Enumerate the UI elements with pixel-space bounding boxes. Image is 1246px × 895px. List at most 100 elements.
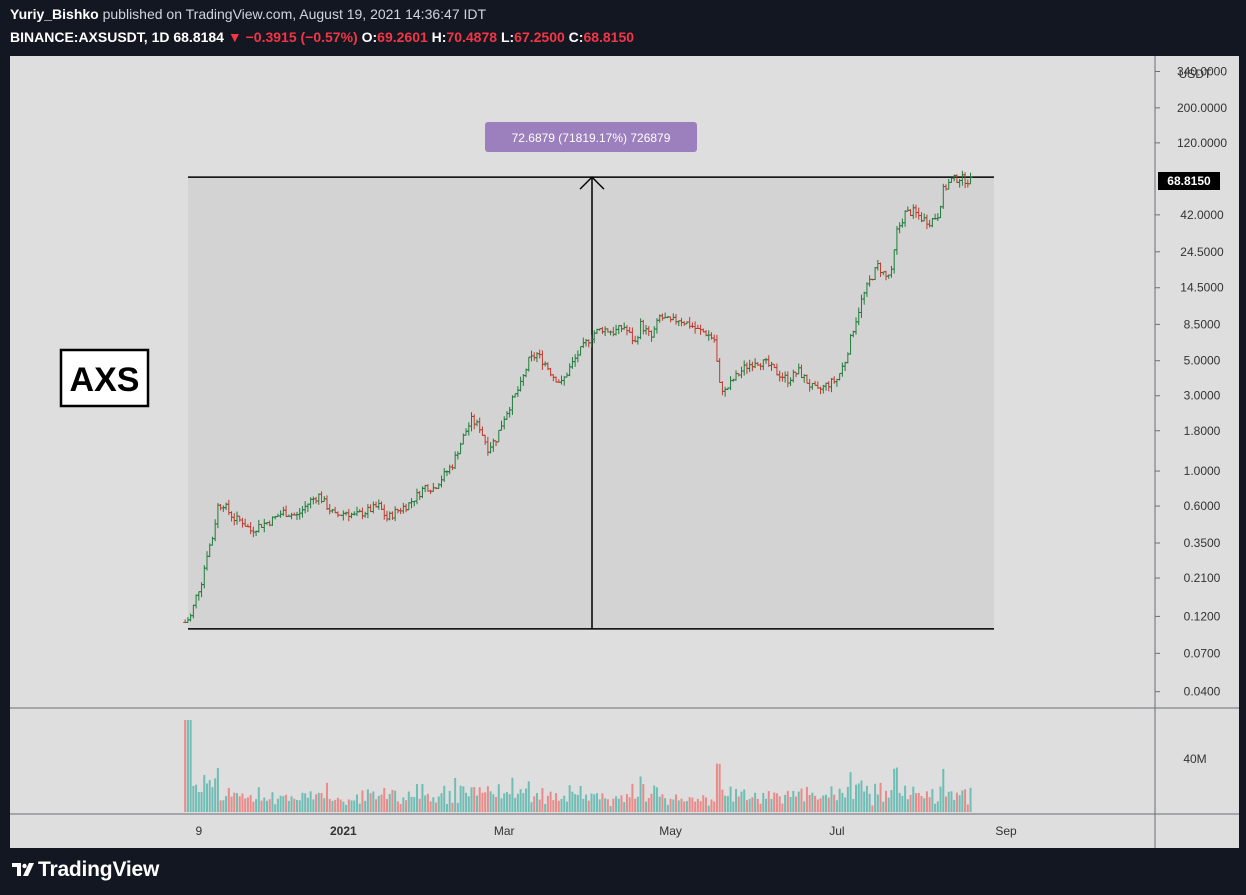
price-tick-label: 120.0000 [1177, 136, 1227, 150]
volume-bar [279, 795, 282, 812]
volume-bar [336, 797, 339, 812]
price-tick-label: 14.5000 [1180, 281, 1224, 295]
axs-annotation-box [59, 348, 150, 408]
volume-bar [230, 796, 233, 812]
volume-bar [467, 796, 470, 812]
volume-bar [197, 792, 200, 812]
volume-bar [950, 791, 953, 812]
time-tick-label: May [659, 824, 682, 838]
volume-bar [405, 800, 408, 812]
volume-bar [634, 798, 637, 812]
volume-bar [849, 772, 852, 812]
volume-bar [533, 796, 536, 812]
close-value: 68.8150 [583, 29, 635, 45]
close-label: C: [568, 29, 584, 45]
volume-bar [263, 797, 266, 812]
volume-bar [609, 805, 612, 812]
volume-bar [432, 797, 435, 812]
volume-tick: 40M [1183, 752, 1206, 766]
volume-bar [762, 792, 765, 812]
volume-bar [402, 797, 405, 812]
volume-bar [287, 800, 290, 812]
volume-bar [233, 792, 236, 812]
volume-bar [844, 797, 847, 812]
volume-bar [260, 800, 263, 812]
volume-bar [683, 801, 686, 812]
volume-bar [216, 768, 219, 812]
volume-bar [527, 781, 530, 812]
volume-bar [830, 786, 833, 812]
volume-bar [732, 801, 735, 812]
volume-bar [751, 797, 754, 812]
volume-bar [906, 799, 909, 812]
volume-bar [590, 793, 593, 812]
volume-bar [819, 798, 822, 812]
price-tick-label: 5.0000 [1184, 354, 1221, 368]
volume-bar [958, 795, 961, 812]
brand-name: TradingView [38, 858, 160, 881]
volume-bar [451, 802, 454, 812]
volume-bar [530, 802, 533, 812]
volume-bar [380, 794, 383, 812]
symbol-name[interactable]: BINANCE:AXSUSDT, 1D [10, 29, 170, 45]
volume-bar [920, 795, 923, 812]
volume-bar [923, 798, 926, 812]
volume-bar [519, 789, 522, 812]
low-value: 67.2500 [514, 29, 565, 45]
volume-bar [699, 801, 702, 812]
volume-bar [672, 799, 675, 812]
price-axis[interactable]: 340.0000 200.0000 120.0000 42.0000 24.5000 14… [1155, 64, 1227, 699]
measure-tool[interactable]: 72.6879 (71819.17%) 726879 [188, 122, 994, 630]
volume-bar [331, 800, 334, 812]
time-axis[interactable]: 9 2021 Mar May Jul Sep [195, 824, 1017, 838]
volume-bar [473, 787, 476, 812]
price-chart[interactable]: 72.6879 (71819.17%) 726879 340.0000 200.0… [10, 56, 1239, 848]
volume-bar [268, 799, 271, 812]
volume-bar [241, 793, 244, 812]
volume-bar [465, 792, 468, 812]
volume-bar [445, 803, 448, 812]
tradingview-logo-icon [12, 863, 34, 876]
volume-bar [361, 790, 364, 812]
volume-bar [868, 793, 871, 812]
volume-bar [827, 797, 830, 812]
volume-bar [846, 786, 849, 812]
volume-bar [838, 788, 841, 812]
volume-bar [579, 786, 582, 812]
volume-bar [620, 795, 623, 812]
volume-bar [497, 784, 500, 812]
measure-arrow-icon [579, 176, 605, 190]
price-tick-label: 0.1200 [1184, 609, 1221, 623]
price-change: −0.3915 (−0.57%) [245, 29, 358, 45]
author-name[interactable]: Yuriy_Bishko [10, 6, 99, 22]
volume-bar [945, 796, 948, 812]
volume-bar [754, 792, 757, 812]
volume-bar [585, 794, 588, 812]
volume-bar [508, 794, 511, 812]
volume-bar [953, 799, 956, 812]
footer[interactable]: TradingView [12, 858, 159, 882]
volume-bar [410, 796, 413, 812]
volume-bar [574, 794, 577, 812]
volume-bar [885, 790, 888, 812]
volume-bar [195, 784, 198, 812]
time-tick-label: Jul [829, 824, 844, 838]
axs-annotation[interactable]: AXS [59, 348, 150, 408]
volume-bar [312, 799, 315, 812]
volume-bar [511, 777, 514, 812]
volume-bar [797, 791, 800, 812]
volume-bar [369, 793, 372, 812]
volume-bar [544, 803, 547, 812]
volume-bar [912, 786, 915, 812]
volume-bar [203, 775, 206, 812]
volume-bar [505, 791, 508, 812]
volume-bar [235, 793, 238, 812]
volume-bar [871, 805, 874, 812]
high-label: H: [431, 29, 447, 45]
volume-bar [525, 788, 528, 812]
volume-bar [334, 799, 337, 812]
volume-bar [784, 794, 787, 812]
price-bars [183, 170, 973, 624]
volume-bar [778, 796, 781, 812]
volume-bar [255, 799, 258, 812]
